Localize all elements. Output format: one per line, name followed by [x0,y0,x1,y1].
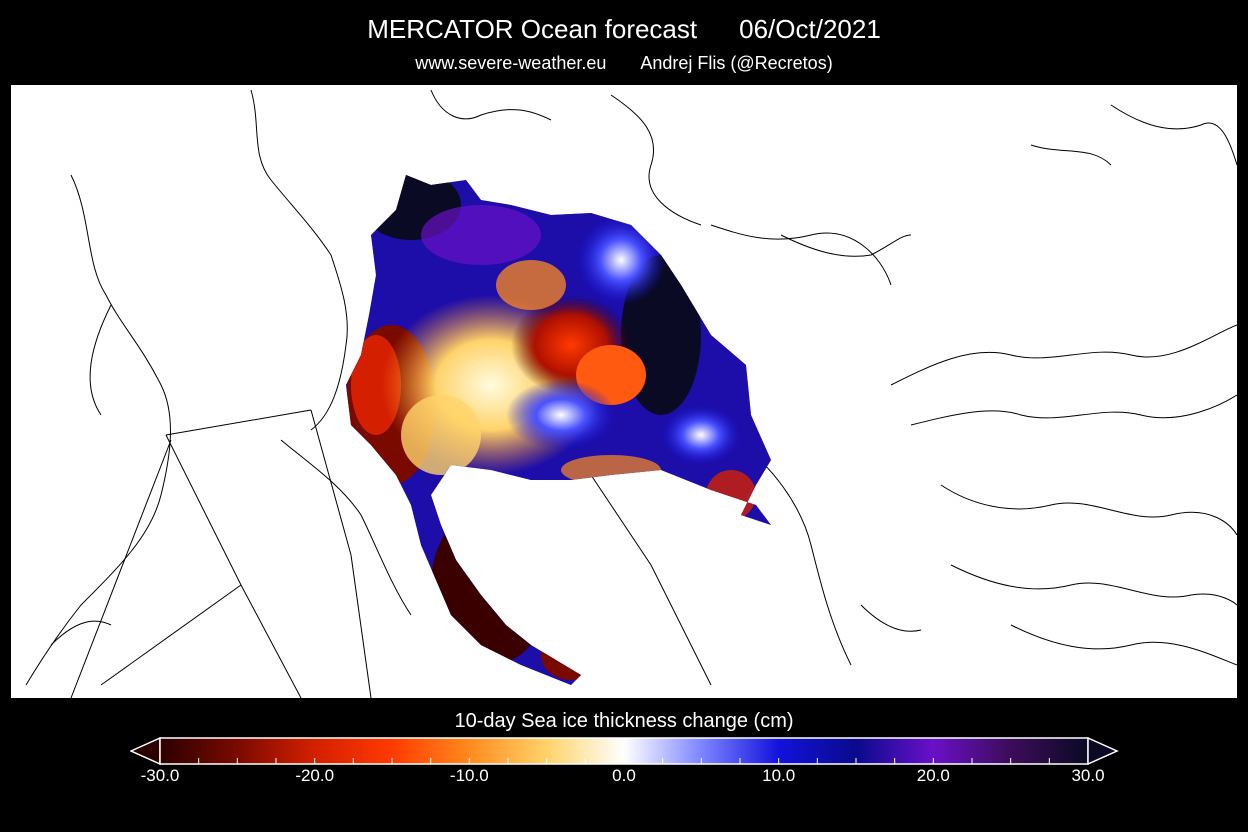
coastlines [25,89,1237,686]
tick-label: 0.0 [612,766,636,785]
chart-title: MERCATOR Ocean forecast 06/Oct/2021 [0,14,1248,45]
tick-label: -10.0 [449,766,489,785]
colorbar-label: 10-day Sea ice thickness change (cm) [454,710,794,732]
model-name: MERCATOR Ocean forecast [367,14,698,44]
extend-min-arrow [130,736,161,766]
sea-ice-field [346,175,771,685]
extend-max-arrow [1087,736,1119,766]
boundary-lines [70,409,372,698]
tick-label: 30.0 [1071,766,1105,785]
credits-line: www.severe-weather.eu Andrej Flis (@Recre… [0,53,1248,74]
website-credit: www.severe-weather.eu [415,53,607,73]
author-credit: Andrej Flis (@Recretos) [640,53,833,73]
map-svg [25,89,1237,698]
forecast-date: 06/Oct/2021 [739,14,881,44]
colorbar [130,736,1119,766]
tick-label: -20.0 [295,766,335,785]
arctic-map [11,85,1237,698]
tick-label: -30.0 [140,766,180,785]
tick-label: 20.0 [916,766,950,785]
tick-label: 10.0 [762,766,796,785]
colorbar-ticks [159,758,1089,764]
